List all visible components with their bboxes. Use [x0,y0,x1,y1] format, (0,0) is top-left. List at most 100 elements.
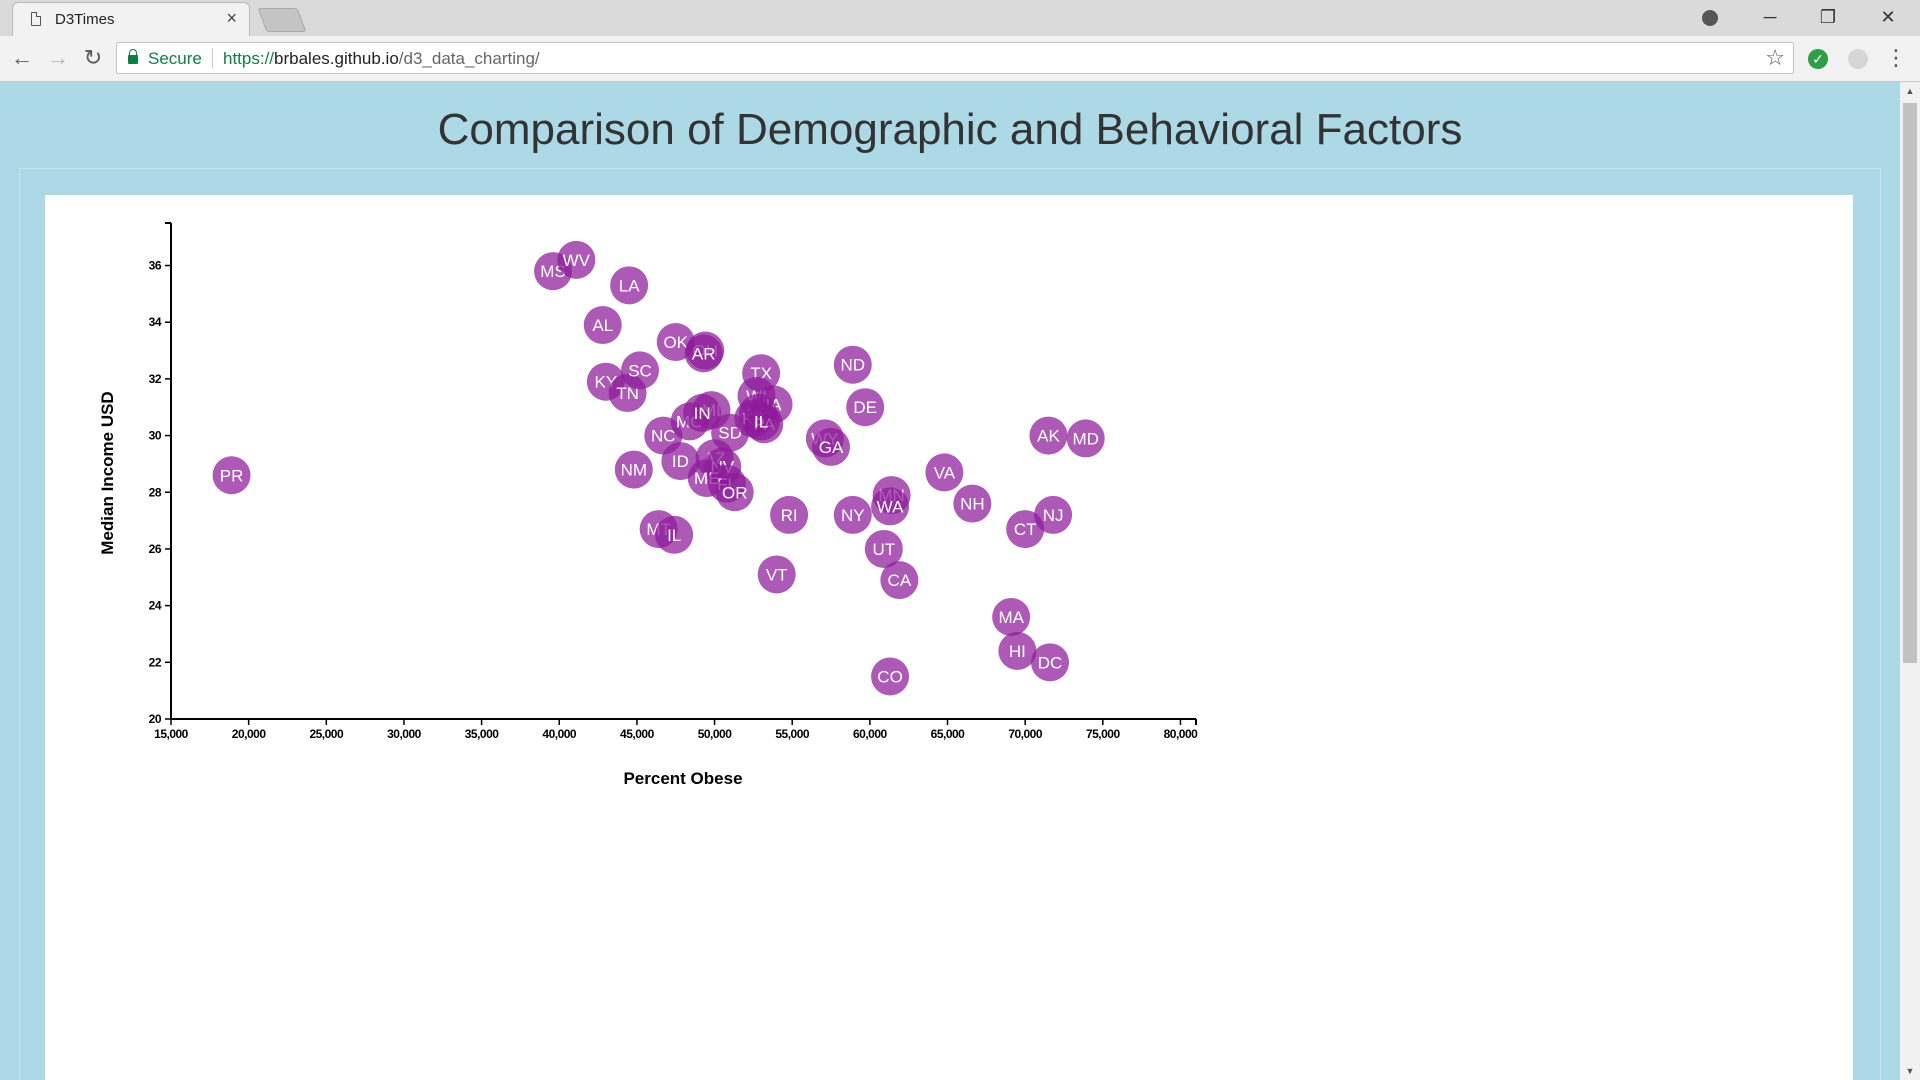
address-bar[interactable]: Secure https://brbales.github.io/d3_data… [116,42,1794,74]
state-circle[interactable] [925,453,964,492]
url-path: /d3_data_charting/ [398,49,540,68]
new-tab-button[interactable] [257,8,307,32]
state-label: MD [1073,429,1099,448]
state-circle[interactable] [812,427,851,466]
state-circle[interactable] [1066,419,1105,458]
state-point-ri[interactable]: RI [770,495,809,534]
state-circle[interactable] [1034,495,1073,534]
window-close-icon[interactable]: ✕ [1880,7,1896,27]
x-tick-label: 15,000 [154,727,189,741]
state-point-al[interactable]: AL [583,306,622,345]
state-circle[interactable] [1031,643,1070,682]
state-point-ak[interactable]: AK [1029,416,1068,455]
state-label: NH [960,495,985,514]
state-point-co[interactable]: CO [871,657,910,696]
state-point-ga[interactable]: GA [812,427,851,466]
state-point-ny[interactable]: NY [833,495,872,534]
state-circle[interactable] [770,495,809,534]
state-point-il[interactable]: IL [655,515,694,554]
state-point-ca[interactable]: CA [880,561,919,600]
state-point-or[interactable]: OR [715,473,754,512]
state-circle[interactable] [614,450,653,489]
x-tick-label: 40,000 [542,727,577,741]
state-label: WV [563,251,591,270]
state-circle[interactable] [684,334,723,373]
state-circle[interactable] [846,388,885,427]
forward-icon[interactable]: → [47,45,69,70]
state-circle[interactable] [833,345,872,384]
state-point-dc[interactable]: DC [1031,643,1070,682]
state-circle[interactable] [621,351,660,390]
reload-icon[interactable]: ↻ [83,45,103,70]
state-circle[interactable] [742,402,781,441]
state-label: IL [754,412,768,431]
tab-d3times[interactable]: D3Times × [12,2,250,36]
state-point-nh[interactable]: NH [953,484,992,523]
state-label: CT [1014,520,1037,539]
state-point-vt[interactable]: VT [757,555,796,594]
state-circle[interactable] [833,495,872,534]
state-point-sc[interactable]: SC [621,351,660,390]
state-circle[interactable] [864,529,903,568]
state-circle[interactable] [655,515,694,554]
state-circle[interactable] [871,657,910,696]
state-point-nm[interactable]: NM [614,450,653,489]
state-point-ut[interactable]: UT [864,529,903,568]
scrollbar-thumb[interactable] [1903,103,1917,663]
state-circle[interactable] [880,561,919,600]
chart-panel: 15,000 20,000 25,000 30,000 35,000 40,000 45,0… [45,195,1853,1080]
state-circle[interactable] [1029,416,1068,455]
state-label: ND [840,356,865,375]
state-point-pr[interactable]: PR [212,456,251,495]
state-point-ct[interactable]: CT [1006,510,1045,549]
x-tick-label: 20,000 [232,727,267,741]
back-icon[interactable]: ← [11,45,33,70]
menu-icon[interactable]: ⋮ [1885,45,1907,70]
close-icon[interactable]: × [226,8,237,28]
state-circle[interactable] [683,393,722,432]
state-point-nj[interactable]: NJ [1034,495,1073,534]
state-point-de[interactable]: DE [846,388,885,427]
x-tick-label: 50,000 [698,727,733,741]
state-circle[interactable] [757,555,796,594]
state-point-in[interactable]: IN [683,393,722,432]
minimize-icon[interactable]: ─ [1763,7,1777,27]
state-circle[interactable] [998,631,1037,670]
state-circle[interactable] [212,456,251,495]
scroll-down-arrow-icon[interactable]: ▼ [1905,1066,1915,1076]
y-tick-label: 24 [149,599,162,613]
state-point-ma[interactable]: MA [992,597,1031,636]
state-point-nd[interactable]: ND [833,345,872,384]
restore-icon[interactable]: ❐ [1819,7,1837,27]
vertical-scrollbar[interactable]: ▲ ▼ [1900,82,1920,1080]
state-label: DE [853,398,877,417]
state-point-wa[interactable]: WA [871,487,910,526]
state-circle[interactable] [583,306,622,345]
state-circle[interactable] [1006,510,1045,549]
state-circle[interactable] [992,597,1031,636]
state-point-ar[interactable]: AR [684,334,723,373]
state-point-va[interactable]: VA [925,453,964,492]
state-label: ID [672,452,689,471]
state-point-la[interactable]: LA [610,266,649,305]
y-axis-title: Median Income USD [98,391,117,554]
state-label: IL [667,526,681,545]
state-circle[interactable] [953,484,992,523]
state-point-il[interactable]: IL [742,402,781,441]
extension-check-icon[interactable]: ✓ [1808,49,1828,69]
state-circle[interactable] [871,487,910,526]
secure-label: Secure [148,49,202,68]
browser-chrome: D3Times × ─ ❐ ✕ ← → ↻ Secure https://brb… [0,0,1920,82]
state-point-md[interactable]: MD [1066,419,1105,458]
url-text[interactable]: https://brbales.github.io/d3_data_charti… [223,49,540,69]
state-circle[interactable] [715,473,754,512]
profile-icon[interactable] [1688,2,1732,32]
state-label: LA [619,276,640,295]
star-icon[interactable]: ☆ [1765,45,1785,70]
scroll-up-arrow-icon[interactable]: ▲ [1905,86,1915,96]
state-circle[interactable] [610,266,649,305]
state-point-wv[interactable]: WV [557,240,596,279]
extension-icon[interactable] [1848,49,1868,69]
state-circle[interactable] [557,240,596,279]
state-point-hi[interactable]: HI [998,631,1037,670]
